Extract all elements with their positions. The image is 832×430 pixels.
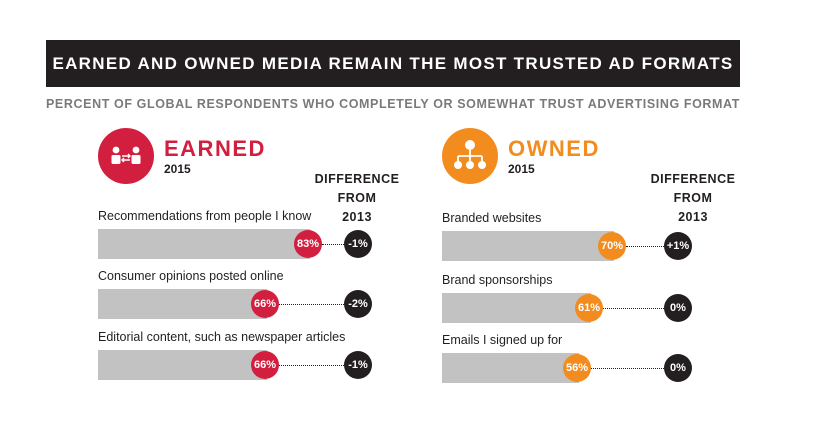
difference-value: -1% <box>344 230 372 258</box>
difference-value: 0% <box>664 294 692 322</box>
difference-header-line: FROM <box>673 191 713 205</box>
value-label: 66% <box>251 351 279 379</box>
difference-header: DIFFERENCE FROM 2013 <box>312 170 402 227</box>
difference-header-line: FROM <box>337 191 377 205</box>
dotted-connector <box>591 368 664 369</box>
people-exchange-icon <box>98 128 154 184</box>
difference-header-line: 2013 <box>342 210 372 224</box>
category-label: Emails I signed up for <box>442 333 563 347</box>
dotted-connector <box>603 308 664 309</box>
category-label: Editorial content, such as newspaper art… <box>98 330 346 344</box>
bar <box>442 293 591 323</box>
chart-title: EARNED AND OWNED MEDIA REMAIN THE MOST T… <box>46 40 740 87</box>
org-chart-icon <box>442 128 498 184</box>
dotted-connector <box>322 244 344 245</box>
difference-value: -2% <box>344 290 372 318</box>
bar <box>98 289 267 319</box>
category-label: Consumer opinions posted online <box>98 269 284 283</box>
value-label: 61% <box>575 294 603 322</box>
category-label: Branded websites <box>442 211 542 225</box>
panel-year: 2015 <box>508 162 535 176</box>
category-label: Recommendations from people I know <box>98 209 312 223</box>
dotted-connector <box>279 304 344 305</box>
dotted-connector <box>626 246 664 247</box>
bar <box>442 231 614 261</box>
value-label: 66% <box>251 290 279 318</box>
difference-header-line: DIFFERENCE <box>314 172 400 186</box>
owned-panel: OWNED 2015 DIFFERENCE FROM 2013 Branded … <box>442 128 762 408</box>
category-label: Brand sponsorships <box>442 273 553 287</box>
difference-value: 0% <box>664 354 692 382</box>
bar <box>98 350 267 380</box>
panel-title: EARNED <box>164 136 266 161</box>
bar <box>442 353 579 383</box>
value-label: 70% <box>598 232 626 260</box>
value-label: 56% <box>563 354 591 382</box>
difference-value: -1% <box>344 351 372 379</box>
chart-subtitle: PERCENT OF GLOBAL RESPONDENTS WHO COMPLE… <box>46 97 740 111</box>
difference-header-line: DIFFERENCE <box>650 172 736 186</box>
dotted-connector <box>279 365 344 366</box>
panel-year: 2015 <box>164 162 191 176</box>
difference-value: +1% <box>664 232 692 260</box>
value-label: 83% <box>294 230 322 258</box>
earned-panel: EARNED 2015 DIFFERENCE FROM 2013 Recomme… <box>98 128 418 408</box>
bar <box>98 229 310 259</box>
difference-header: DIFFERENCE FROM 2013 <box>648 170 738 227</box>
panel-title: OWNED <box>508 136 600 161</box>
difference-header-line: 2013 <box>678 210 708 224</box>
